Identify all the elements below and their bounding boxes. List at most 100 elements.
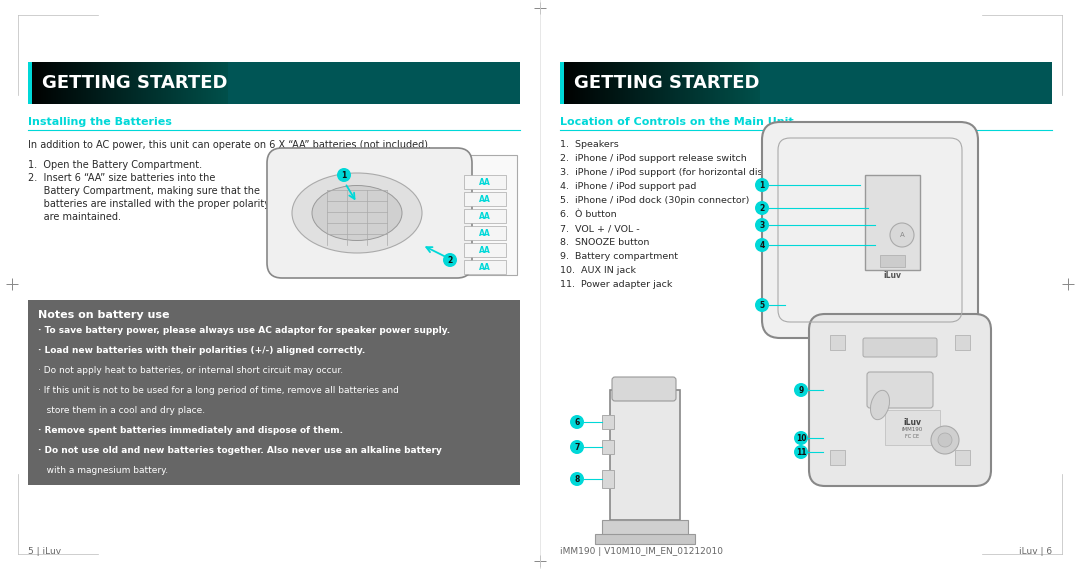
Text: · If this unit is not to be used for a long period of time, remove all batteries: · If this unit is not to be used for a l… [38, 386, 399, 395]
Text: iLuv: iLuv [903, 418, 921, 427]
Bar [36, 62, 39, 104]
Bar [675, 62, 678, 104]
Bar [662, 62, 666, 104]
Bar [220, 62, 224, 104]
Bar [831, 450, 845, 465]
Circle shape [755, 218, 769, 232]
Bar [723, 62, 726, 104]
Bar [955, 450, 970, 465]
Bar [757, 62, 761, 104]
Bar [103, 62, 107, 104]
Bar [745, 62, 748, 104]
Text: · Do not use old and new batteries together. Also never use an alkaline battery: · Do not use old and new batteries toget… [38, 446, 442, 455]
Bar [226, 62, 229, 104]
Bar [605, 62, 608, 104]
Bar [171, 62, 174, 104]
Bar [670, 62, 674, 104]
Bar [198, 62, 202, 104]
Bar [38, 62, 41, 104]
Bar [203, 62, 206, 104]
Bar [140, 62, 144, 104]
Bar [692, 62, 696, 104]
Text: GETTING STARTED: GETTING STARTED [42, 74, 228, 92]
Text: 6: 6 [575, 418, 580, 427]
Circle shape [931, 426, 959, 454]
Bar [70, 62, 75, 104]
Bar [95, 62, 99, 104]
Bar [683, 62, 686, 104]
Bar [645, 62, 648, 104]
Bar [222, 62, 227, 104]
Bar [78, 62, 81, 104]
Text: batteries are installed with the proper polarity (+/-): batteries are installed with the proper … [28, 199, 296, 209]
Bar [60, 62, 64, 104]
Bar [173, 62, 176, 104]
Bar [165, 62, 168, 104]
Bar [728, 62, 731, 104]
Bar [186, 62, 189, 104]
Bar [735, 62, 739, 104]
Bar [563, 62, 566, 104]
Bar [702, 62, 706, 104]
Bar [561, 62, 564, 104]
Circle shape [794, 445, 808, 459]
Bar [637, 62, 642, 104]
Text: AA: AA [480, 178, 491, 187]
Bar [211, 62, 214, 104]
Bar [48, 62, 52, 104]
Bar [713, 62, 716, 104]
Bar [595, 534, 696, 544]
Bar [630, 62, 634, 104]
Bar [216, 62, 219, 104]
Bar [715, 62, 718, 104]
Bar [600, 62, 604, 104]
Bar [106, 62, 109, 104]
Bar [885, 410, 940, 445]
Bar [597, 62, 600, 104]
Bar [121, 62, 124, 104]
Bar [677, 62, 681, 104]
Bar [710, 62, 714, 104]
Bar [464, 243, 507, 257]
Bar [590, 62, 594, 104]
Bar [720, 62, 724, 104]
Text: AA: AA [480, 212, 491, 221]
Text: AA: AA [480, 195, 491, 204]
Bar [665, 62, 669, 104]
Text: AA: AA [480, 229, 491, 237]
Bar [622, 62, 626, 104]
Bar [208, 62, 212, 104]
Text: 2: 2 [447, 255, 453, 265]
Bar [138, 62, 141, 104]
Bar [158, 62, 162, 104]
Text: 8: 8 [575, 475, 580, 484]
Bar [73, 62, 77, 104]
Bar [673, 62, 676, 104]
Bar [148, 62, 151, 104]
Bar [133, 62, 136, 104]
Bar [168, 62, 172, 104]
Bar [585, 62, 589, 104]
FancyBboxPatch shape [863, 338, 937, 357]
Ellipse shape [312, 185, 402, 241]
Bar [153, 62, 157, 104]
Bar [667, 62, 671, 104]
Bar [464, 175, 507, 189]
Circle shape [570, 415, 584, 429]
Bar [753, 62, 756, 104]
Bar [615, 62, 619, 104]
Bar [218, 62, 221, 104]
Bar [143, 62, 147, 104]
Bar [595, 62, 598, 104]
Bar [743, 62, 746, 104]
Bar [650, 62, 653, 104]
Bar [116, 62, 119, 104]
Circle shape [755, 178, 769, 192]
Bar [118, 62, 121, 104]
Text: 4.  iPhone / iPod support pad: 4. iPhone / iPod support pad [561, 182, 697, 191]
Text: AA: AA [480, 245, 491, 254]
Bar [575, 62, 579, 104]
Bar [610, 390, 680, 520]
Text: 3.  iPhone / iPod support (for horizontal display): 3. iPhone / iPod support (for horizontal… [561, 168, 786, 177]
Bar [464, 260, 507, 274]
